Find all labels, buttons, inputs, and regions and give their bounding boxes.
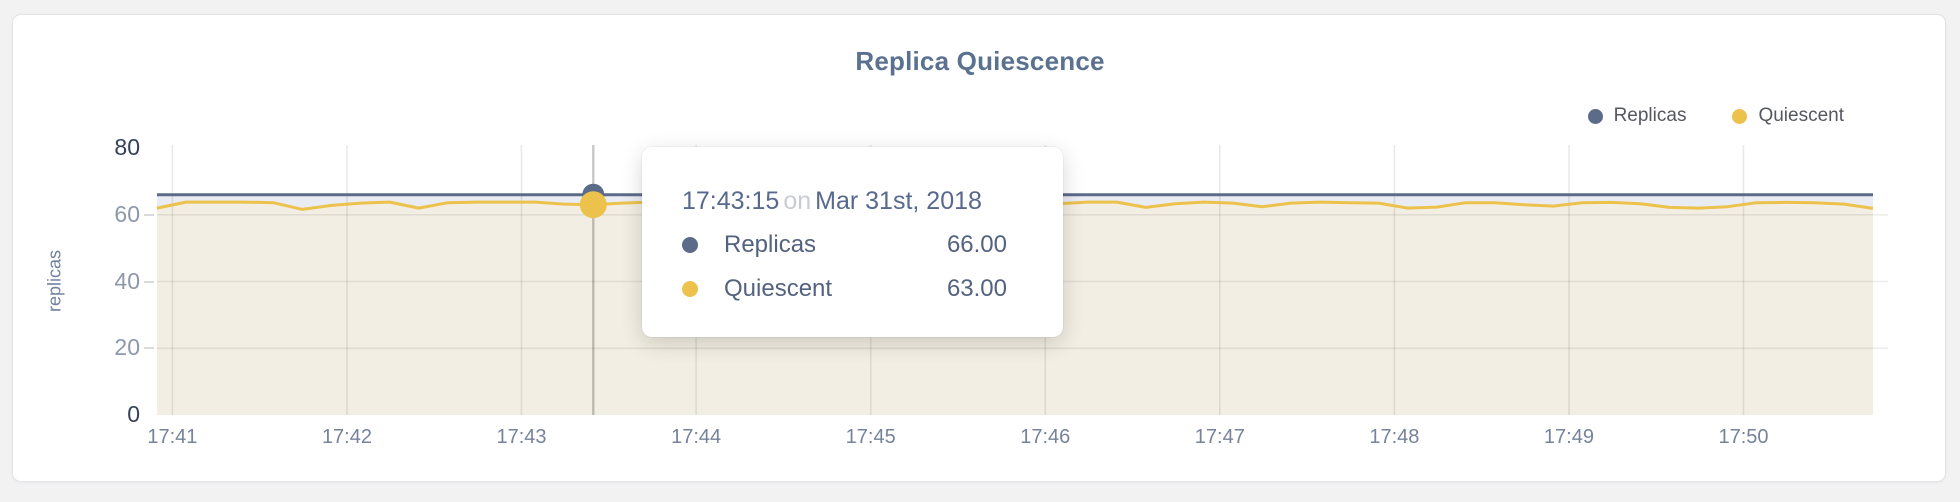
x-tick-label: 17:44 — [671, 426, 722, 448]
y-tick-label: 40 — [114, 267, 140, 294]
tooltip-series-dot-icon — [682, 281, 698, 297]
legend-dot-icon — [1587, 108, 1603, 124]
tooltip-row-replicas: Replicas 66.00 — [682, 230, 1007, 260]
tooltip-date: Mar 31st, 2018 — [815, 187, 982, 215]
tooltip-conjunction: on — [783, 187, 812, 215]
y-tick-mark — [144, 347, 154, 350]
x-tick-label: 17:45 — [845, 426, 896, 448]
tooltip-row-quiescent: Quiescent 63.00 — [682, 274, 1007, 304]
legend-item-quiescent[interactable]: Quiescent — [1732, 105, 1844, 127]
tooltip-series-value: 66.00 — [946, 231, 1007, 258]
hover-dot-quiescent — [579, 191, 607, 219]
legend-dot-icon — [1732, 108, 1748, 124]
y-tick-mark — [144, 280, 154, 283]
x-tick-label: 17:42 — [321, 426, 372, 448]
tooltip-header: 17:43:15 on Mar 31st, 2018 — [682, 187, 1007, 216]
x-tick-label: 17:47 — [1194, 426, 1245, 448]
tooltip-rows: Replicas 66.00 Quiescent 63.00 — [682, 230, 1007, 304]
tooltip-series-dot-icon — [682, 237, 698, 253]
y-tick-mark — [144, 213, 154, 216]
tooltip-series-label: Replicas — [724, 231, 817, 258]
legend-label: Quiescent — [1758, 105, 1844, 126]
x-tick-label: 17:41 — [147, 426, 198, 448]
legend-item-replicas[interactable]: Replicas — [1587, 105, 1687, 127]
y-tick-label: 20 — [114, 334, 140, 361]
x-tick-label: 17:49 — [1543, 426, 1594, 448]
x-tick-label: 17:48 — [1369, 426, 1420, 448]
tooltip-series-value: 63.00 — [946, 275, 1007, 302]
y-tick-label: 60 — [114, 200, 140, 227]
x-tick-label: 17:46 — [1020, 426, 1071, 448]
y-tick-label: 0 — [127, 400, 140, 427]
x-tick-label: 17:50 — [1718, 426, 1769, 448]
tooltip-time: 17:43:15 — [682, 187, 780, 215]
legend-label: Replicas — [1613, 105, 1687, 126]
hover-tooltip: 17:43:15 on Mar 31st, 2018 Replicas 66.00 Qu… — [642, 147, 1063, 337]
y-tick-label: 80 — [114, 133, 140, 160]
legend: Replicas Quiescent — [1587, 105, 1844, 127]
hover-markers — [579, 183, 607, 219]
tooltip-series-label: Quiescent — [724, 275, 833, 302]
chart-title: Replica Quiescence — [855, 46, 1105, 76]
x-tick-label: 17:43 — [496, 426, 547, 448]
